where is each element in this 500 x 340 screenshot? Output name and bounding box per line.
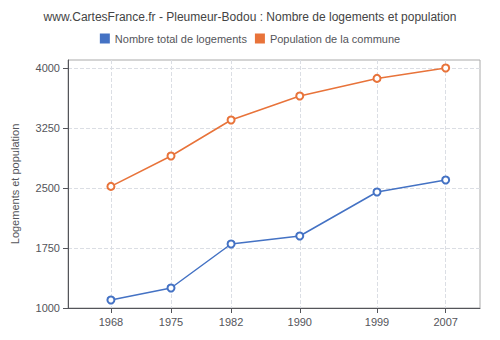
svg-text:3250: 3250	[36, 122, 60, 134]
svg-text:2500: 2500	[36, 182, 60, 194]
svg-text:1990: 1990	[288, 316, 312, 328]
svg-text:1982: 1982	[219, 316, 243, 328]
svg-text:www.CartesFrance.fr - Pleumeur: www.CartesFrance.fr - Pleumeur-Bodou : N…	[43, 10, 457, 24]
svg-text:1750: 1750	[36, 242, 60, 254]
svg-text:Nombre total de logements: Nombre total de logements	[115, 33, 248, 45]
svg-text:1000: 1000	[36, 302, 60, 314]
svg-text:1975: 1975	[159, 316, 183, 328]
svg-text:1968: 1968	[99, 316, 123, 328]
svg-text:Logements et population: Logements et population	[9, 124, 21, 244]
svg-text:Population de la commune: Population de la commune	[270, 33, 400, 45]
svg-text:1999: 1999	[365, 316, 389, 328]
svg-text:2007: 2007	[433, 316, 457, 328]
svg-text:4000: 4000	[36, 62, 60, 74]
